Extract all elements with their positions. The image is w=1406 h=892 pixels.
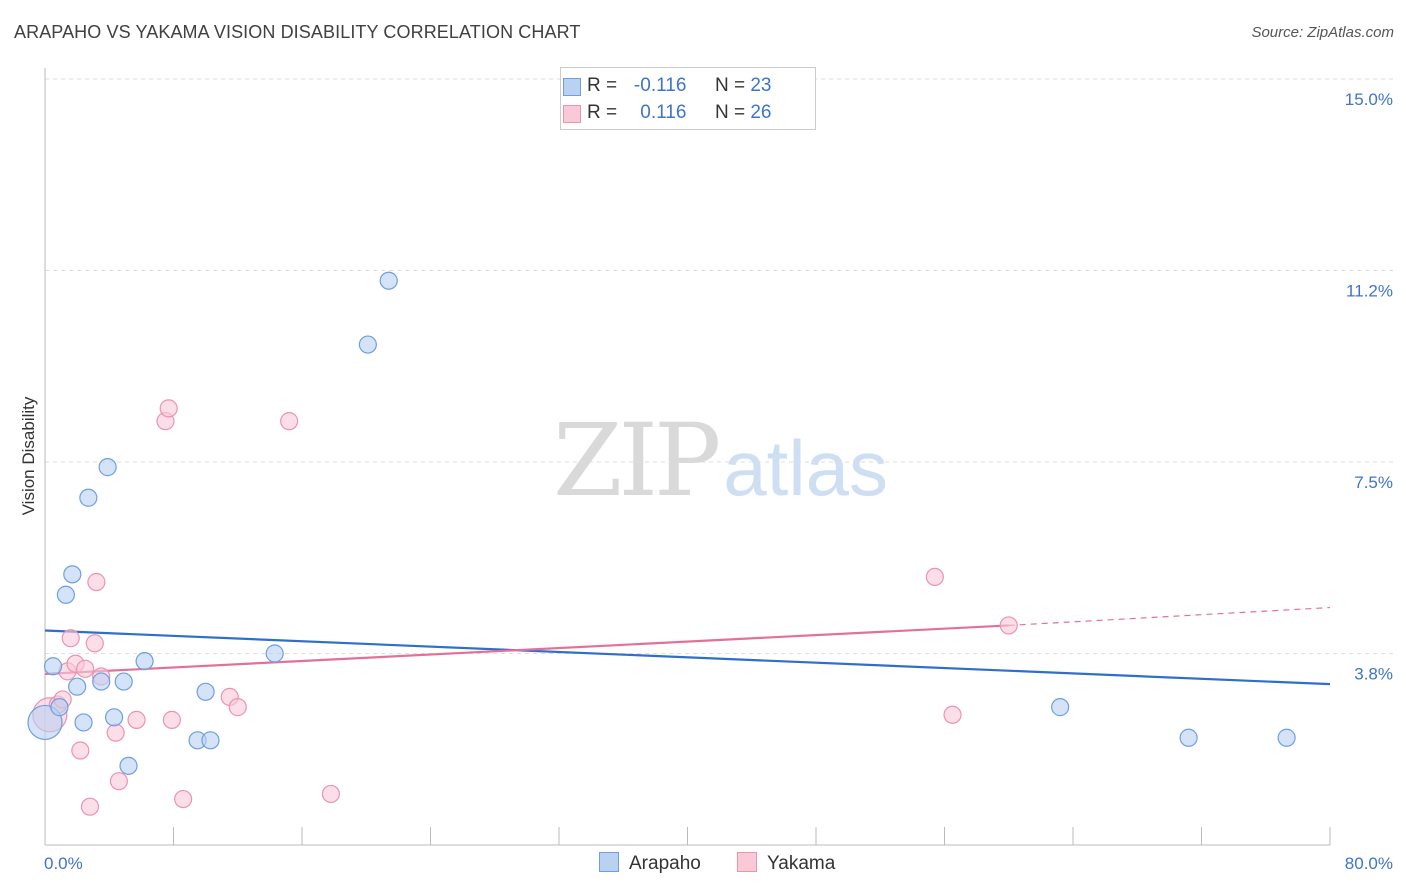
x-tick-label-min: 0.0% bbox=[44, 854, 83, 873]
arapaho-point bbox=[1179, 728, 1198, 747]
arapaho-point bbox=[135, 652, 154, 671]
arapaho-point bbox=[1277, 728, 1296, 747]
arapaho-point bbox=[68, 677, 87, 696]
legend-n-value: 23 bbox=[750, 75, 772, 96]
legend-r-label: R = bbox=[587, 102, 618, 123]
yakama-point bbox=[999, 616, 1018, 635]
point-layer bbox=[27, 271, 1296, 816]
legend-n-value: 26 bbox=[750, 102, 772, 123]
legend-label-arapaho: Arapaho bbox=[629, 853, 701, 874]
legend-r-value: -0.116 bbox=[633, 75, 687, 96]
arapaho-point bbox=[265, 644, 284, 663]
arapaho-point bbox=[56, 585, 75, 604]
legend-label-yakama: Yakama bbox=[767, 853, 836, 874]
arapaho-point bbox=[114, 672, 133, 691]
watermark-atlas: atlas bbox=[723, 424, 889, 512]
yakama-point bbox=[76, 659, 95, 678]
arapaho-point bbox=[104, 708, 124, 727]
arapaho-point bbox=[201, 731, 220, 750]
y-axis-label: Vision Disability bbox=[19, 396, 38, 515]
x-tick-label-max: 80.0% bbox=[1345, 854, 1393, 873]
legend-r-label: R = bbox=[587, 75, 618, 96]
label-layer: 3.8% 7.5% 11.2% 15.0% 0.0% 80.0% Vision Disabi… bbox=[19, 90, 1393, 873]
yakama-point bbox=[127, 710, 146, 729]
legend-swatch-yakama bbox=[737, 852, 757, 872]
grid-layer bbox=[45, 78, 1395, 654]
legend-item-yakama[interactable]: Yakama bbox=[737, 852, 835, 876]
yakama-point bbox=[80, 797, 100, 816]
correlation-legend: R = -0.116 N = 23 R = 0.116 N = 26 bbox=[560, 67, 816, 130]
arapaho-point bbox=[379, 271, 398, 290]
legend-item-arapaho[interactable]: Arapaho bbox=[599, 852, 701, 876]
yakama-point bbox=[174, 789, 193, 809]
yakama-point bbox=[943, 705, 962, 724]
y-tick-label: 7.5% bbox=[1354, 473, 1393, 492]
arapaho-point bbox=[92, 672, 111, 691]
yakama-point bbox=[228, 698, 247, 717]
legend-swatch-arapaho bbox=[563, 78, 581, 96]
arapaho-point bbox=[98, 458, 117, 477]
arapaho-trend-line bbox=[44, 629, 1331, 686]
legend-n-label: N = bbox=[714, 102, 746, 123]
arapaho-point bbox=[1051, 698, 1070, 717]
legend-row-yakama: R = 0.116 N = 26 bbox=[563, 102, 772, 128]
legend-n-label: N = bbox=[714, 75, 746, 96]
arapaho-point bbox=[196, 682, 215, 701]
arapaho-point bbox=[63, 565, 82, 584]
chart-title: ARAPAHO VS YAKAMA VISION DISABILITY CORR… bbox=[14, 22, 581, 42]
arapaho-point bbox=[50, 698, 69, 717]
axis-layer bbox=[44, 68, 1331, 846]
legend-swatch-arapaho bbox=[599, 852, 619, 872]
yakama-point bbox=[71, 741, 90, 760]
watermark-zip: ZIP bbox=[553, 402, 721, 519]
yakama-point bbox=[85, 634, 104, 653]
watermark: ZIPatlas bbox=[553, 402, 888, 519]
legend-swatch-yakama bbox=[563, 105, 581, 123]
yakama-point bbox=[87, 572, 106, 592]
yakama-point bbox=[280, 412, 299, 431]
legend-row-arapaho: R = -0.116 N = 23 bbox=[563, 75, 772, 101]
arapaho-point bbox=[43, 657, 63, 676]
yakama-trend-extension bbox=[1008, 606, 1331, 627]
yakama-point bbox=[321, 784, 341, 804]
yakama-trend-line bbox=[44, 624, 1009, 676]
yakama-point bbox=[106, 723, 125, 742]
yakama-point bbox=[925, 567, 944, 587]
yakama-point bbox=[162, 710, 181, 729]
yakama-point bbox=[109, 772, 128, 791]
yakama-point bbox=[61, 629, 80, 648]
trend-layer bbox=[44, 606, 1331, 686]
legend-r-value: 0.116 bbox=[640, 102, 687, 123]
arapaho-point bbox=[74, 713, 93, 732]
arapaho-point bbox=[79, 488, 98, 507]
y-tick-label: 15.0% bbox=[1345, 90, 1393, 109]
source-label: Source: ZipAtlas.com bbox=[1251, 24, 1394, 41]
arapaho-point bbox=[358, 335, 377, 354]
y-tick-label: 11.2% bbox=[1346, 282, 1393, 301]
arapaho-point bbox=[119, 756, 138, 775]
yakama-point bbox=[159, 399, 178, 418]
y-tick-label: 3.8% bbox=[1354, 665, 1393, 684]
